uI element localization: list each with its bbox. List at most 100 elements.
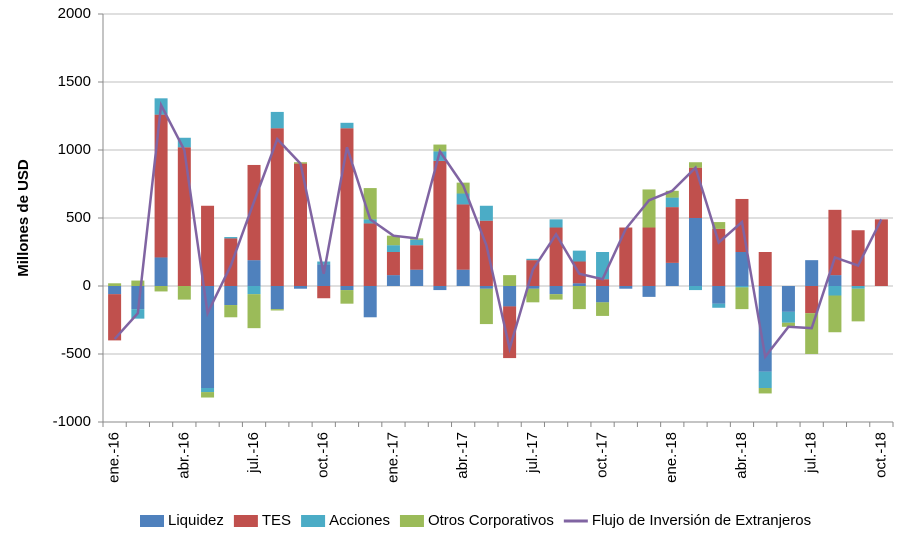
bar [247, 164, 261, 261]
bar [805, 313, 819, 354]
bar [270, 111, 284, 129]
bar [154, 257, 168, 286]
bar [479, 288, 493, 325]
y-tick-label: 500 [66, 209, 91, 226]
bar [689, 286, 702, 291]
bar [549, 294, 563, 300]
bar [642, 189, 656, 228]
legend-swatch [399, 515, 424, 527]
bar [851, 288, 865, 322]
bar [689, 162, 702, 168]
bar [247, 260, 261, 286]
bar [805, 260, 819, 286]
bar [479, 286, 493, 289]
bar [340, 290, 354, 304]
bar [270, 286, 284, 310]
x-tick-label: jul.-18 [803, 432, 820, 474]
x-tick-label: jul.-17 [524, 432, 541, 474]
bar [781, 322, 795, 327]
x-tick-label: oct.-16 [315, 432, 332, 478]
bar [340, 286, 354, 291]
bar [247, 286, 261, 295]
x-tick-label: oct.-18 [872, 432, 889, 478]
x-tick-label: ene.-16 [106, 432, 123, 483]
bar [781, 311, 795, 323]
bar [596, 252, 610, 280]
y-tick-label: -500 [61, 345, 91, 362]
bar [363, 286, 377, 318]
bar [596, 279, 610, 286]
x-tick-label: abr.-18 [733, 432, 750, 479]
bar [108, 294, 122, 341]
bar [572, 250, 586, 262]
bar [433, 286, 447, 291]
bar [294, 286, 307, 289]
bar [735, 286, 749, 288]
bar [712, 303, 726, 308]
bar [503, 286, 517, 307]
bar [758, 388, 772, 394]
bar [340, 122, 354, 129]
bar [456, 193, 470, 205]
bar [108, 286, 122, 295]
bar [828, 209, 842, 276]
bar [689, 218, 702, 286]
bar [386, 275, 400, 286]
bar [712, 222, 726, 229]
x-tick-label: abr.-17 [454, 432, 471, 479]
bar [363, 223, 377, 286]
x-tick-label: abr.-16 [175, 432, 192, 479]
x-tick-label: ene.-17 [384, 432, 401, 483]
x-tick-label: jul.-16 [245, 432, 262, 474]
y-tick-label: 0 [83, 277, 91, 294]
x-tick-label: ene.-18 [663, 432, 680, 483]
bar [503, 275, 517, 286]
bar [201, 388, 215, 393]
bar [433, 144, 447, 152]
bar [270, 128, 284, 286]
bar [526, 258, 540, 261]
bar [712, 286, 726, 304]
bar [201, 205, 215, 286]
bar [317, 261, 331, 265]
bar [665, 207, 679, 263]
bar [154, 286, 168, 292]
bar [619, 286, 633, 289]
y-tick-label: 2000 [58, 5, 91, 22]
y-tick-label: 1000 [58, 141, 91, 158]
bar [526, 288, 540, 303]
bar [665, 262, 679, 286]
bar [154, 114, 168, 258]
bar [433, 160, 447, 286]
bar [317, 264, 331, 286]
bar [572, 286, 586, 310]
y-tick-label: -1000 [53, 413, 91, 430]
bar [108, 283, 122, 286]
bar [758, 286, 772, 372]
bar [386, 245, 400, 252]
bar [874, 219, 888, 286]
bar [549, 286, 563, 295]
bar [758, 371, 772, 388]
bar [270, 309, 284, 311]
legend-label: Liquidez [168, 512, 224, 529]
bar [201, 286, 215, 388]
bar [386, 252, 400, 276]
bar [410, 245, 424, 270]
bar [386, 235, 400, 246]
bar [456, 269, 470, 286]
legend-label: TES [262, 512, 291, 529]
bar [131, 280, 145, 286]
bar [828, 275, 842, 286]
bar [665, 197, 679, 208]
bar [572, 283, 586, 286]
bar [294, 163, 307, 286]
bar [828, 286, 842, 296]
bar [665, 190, 679, 198]
bar [828, 295, 842, 333]
bar [805, 286, 819, 314]
legend-label: Acciones [329, 512, 390, 529]
y-tick-label: 1500 [58, 73, 91, 90]
